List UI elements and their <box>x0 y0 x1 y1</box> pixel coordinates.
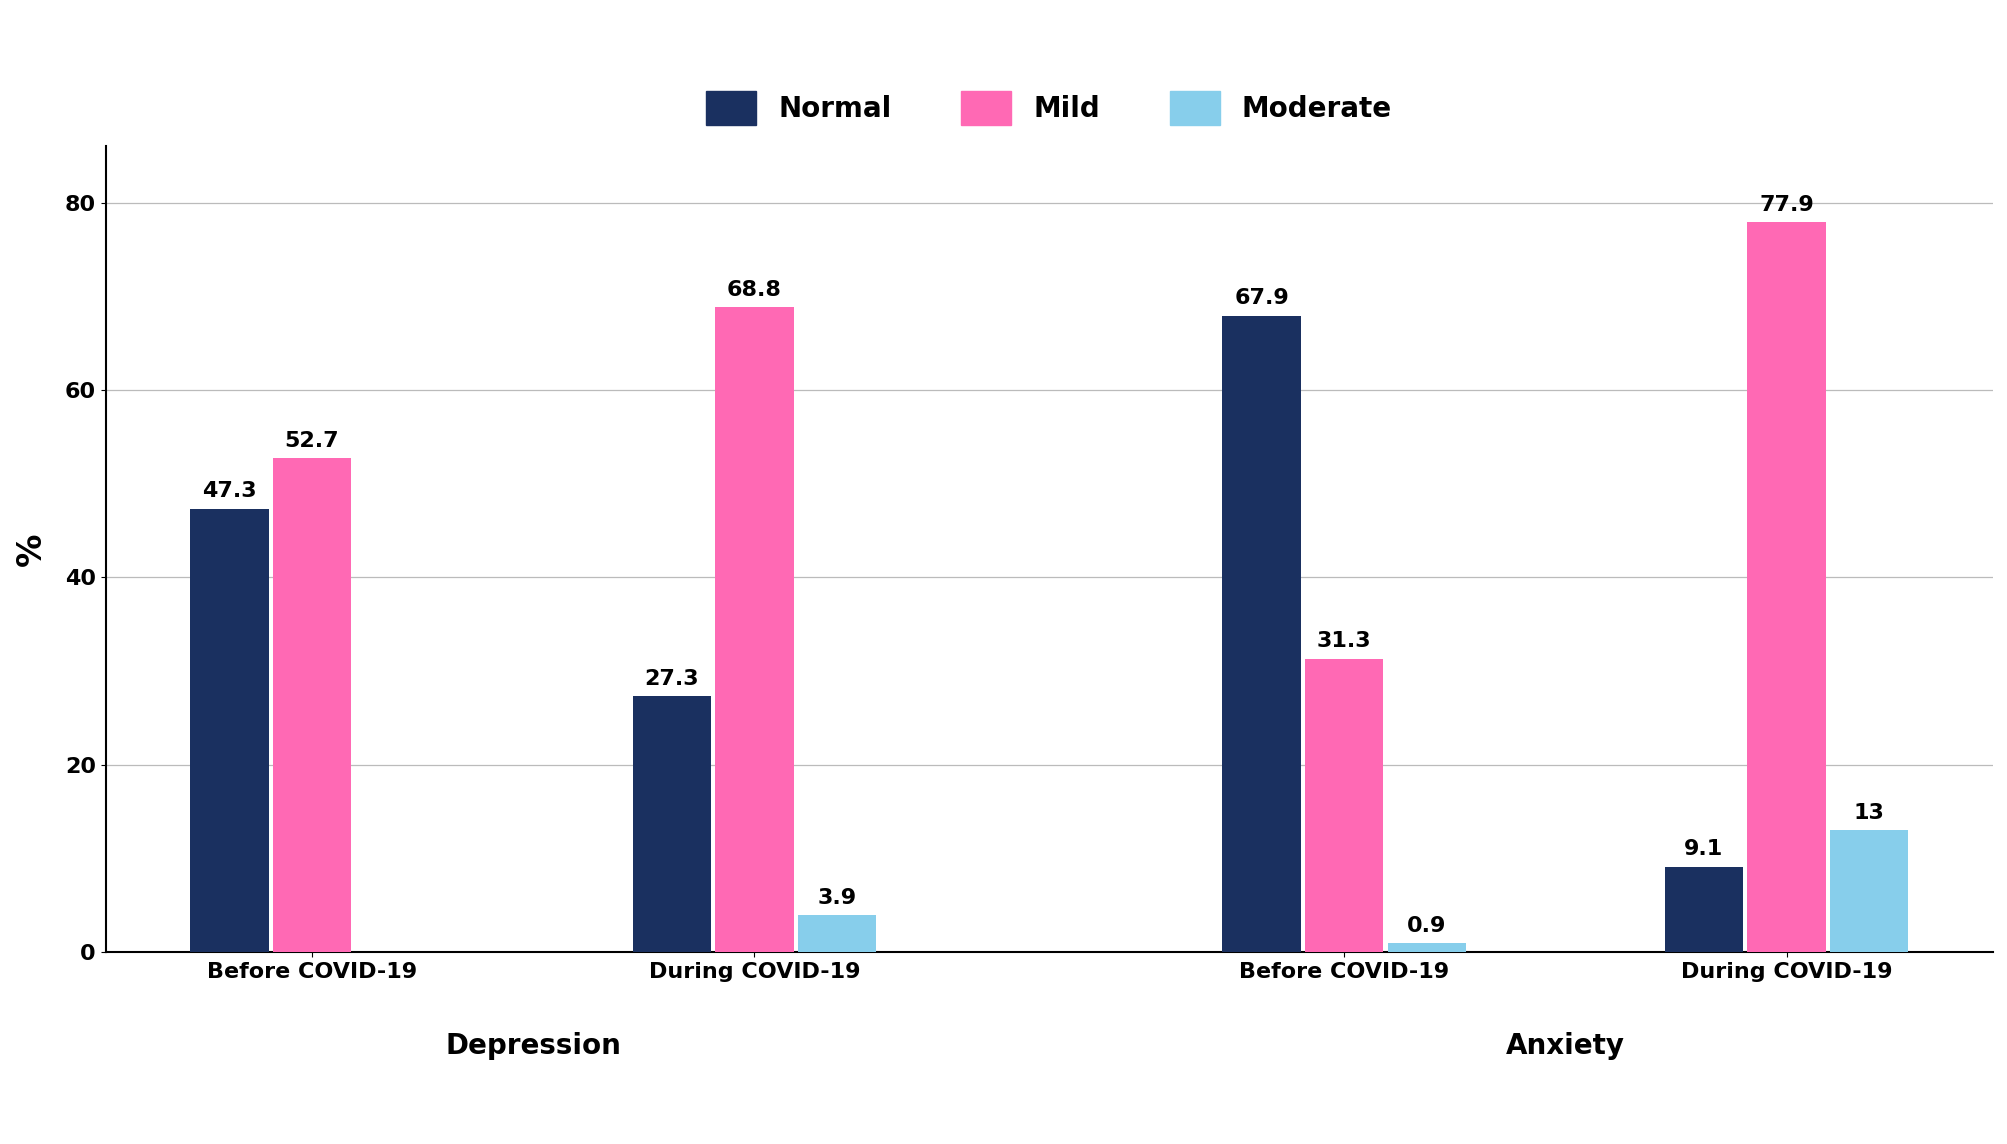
Bar <box>191 509 269 952</box>
Text: 0.9: 0.9 <box>1407 916 1445 936</box>
Text: 3.9: 3.9 <box>817 888 857 908</box>
Bar <box>1387 944 1465 952</box>
Y-axis label: %: % <box>14 532 48 566</box>
Text: 9.1: 9.1 <box>1684 839 1722 859</box>
Bar <box>1746 222 1824 952</box>
Bar <box>1305 659 1383 952</box>
Bar <box>714 308 793 952</box>
Bar <box>273 459 351 952</box>
Bar <box>1222 316 1301 952</box>
Bar <box>1664 867 1742 952</box>
Text: 27.3: 27.3 <box>644 668 698 689</box>
Text: 68.8: 68.8 <box>727 280 781 300</box>
Text: 31.3: 31.3 <box>1317 631 1371 651</box>
Text: Depression: Depression <box>446 1032 620 1060</box>
Text: 67.9: 67.9 <box>1234 288 1288 309</box>
Legend: Normal, Mild, Moderate: Normal, Mild, Moderate <box>694 80 1403 136</box>
Text: 47.3: 47.3 <box>203 482 257 501</box>
Text: 77.9: 77.9 <box>1758 194 1812 215</box>
Text: 13: 13 <box>1852 803 1885 823</box>
Text: Anxiety: Anxiety <box>1505 1032 1624 1060</box>
Bar <box>1828 831 1907 952</box>
Bar <box>797 915 875 952</box>
Bar <box>632 697 710 952</box>
Text: 52.7: 52.7 <box>285 431 339 451</box>
